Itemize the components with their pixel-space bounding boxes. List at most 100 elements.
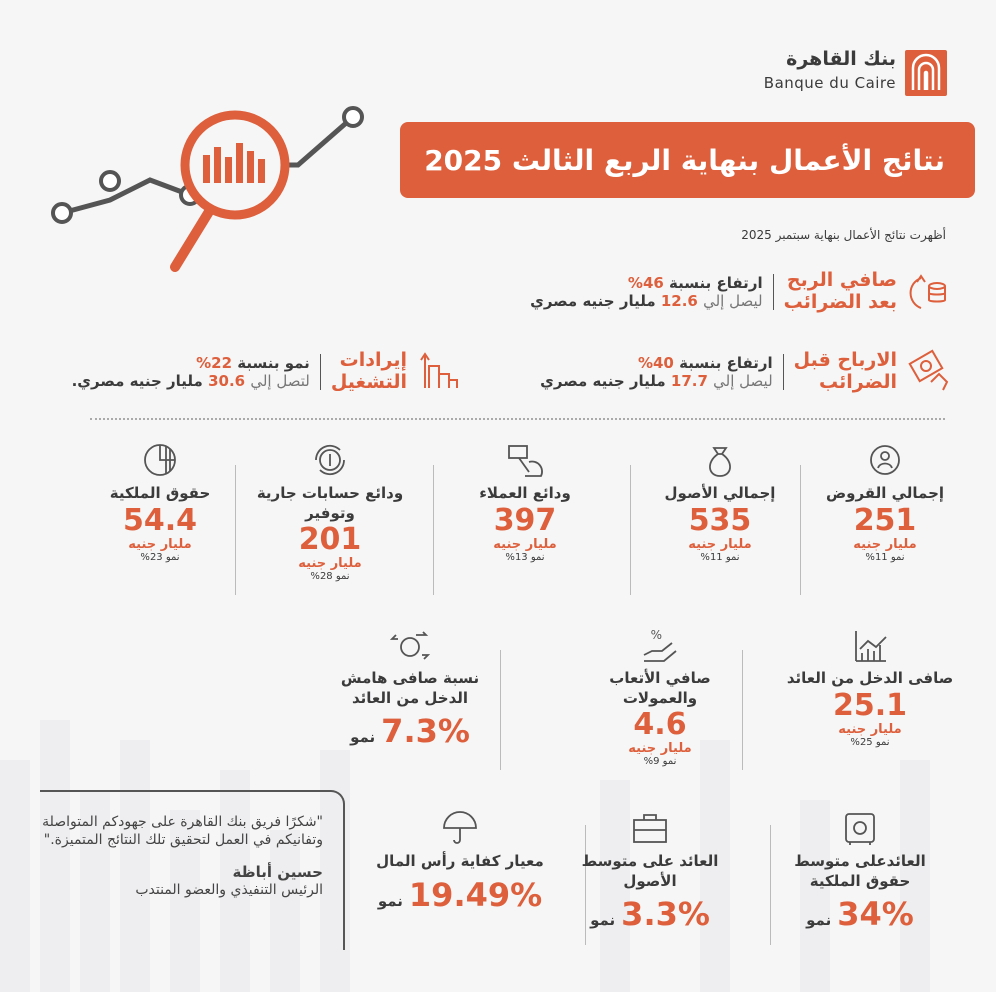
stat-growth: نمو 23% (140, 551, 180, 563)
page-title: نتائج الأعمال بنهاية الربع الثالث 2025 (400, 122, 975, 198)
stat-growth: نمو (377, 891, 403, 910)
umbrella-icon (440, 808, 480, 852)
stat-label: إجمالي الأصول (664, 484, 776, 502)
reach-text: لتصل إلي (250, 372, 310, 390)
stat-card: % صافي الأتعاب والعمولات 4.6 مليار جنيه نم… (570, 625, 750, 767)
divider (782, 354, 784, 390)
divider (319, 354, 321, 390)
background-bars-decoration (0, 720, 930, 992)
percent-hand-icon: % (640, 625, 680, 669)
stat-growth: نمو 11% (700, 551, 740, 563)
stat-label: صافي الأتعاب والعمولات (609, 669, 711, 707)
stat-growth: نمو 9% (643, 756, 677, 767)
bar-growth-icon (417, 348, 461, 396)
stat-value: 251 (853, 502, 917, 538)
stat-growth: نمو 13% (505, 551, 545, 563)
line-chart-icon (850, 625, 890, 669)
logo-english-text: Banque du Caire (763, 74, 896, 92)
column-divider (500, 650, 501, 770)
stat-unit: مليار جنيه (853, 536, 917, 552)
stat-label: نسبة صافى هامش الدخل من العائد (340, 669, 480, 707)
stat-unit: مليار جنيه (688, 536, 752, 552)
stat-label: ودائع العملاء (479, 484, 571, 502)
stat-card: ودائع العملاء 397 مليار جنيه نمو 13% (435, 440, 615, 563)
stat-card: صافى الدخل من العائد 25.1 مليار جنيه نمو 2… (780, 625, 960, 748)
column-divider (770, 825, 771, 945)
amount-unit: مليار جنيه مصري (530, 292, 656, 310)
stat-value: 397 (493, 502, 557, 538)
highlight-title: صافي الربح (786, 269, 897, 292)
highlight-title: التشغيل (330, 371, 407, 393)
stat-growth: نمو (590, 911, 616, 929)
growth-value: 46% (627, 274, 664, 292)
stat-value: 54.4 (122, 502, 198, 538)
coins-up-icon (907, 268, 951, 316)
reach-text: ليصل إلي (703, 292, 763, 310)
divider (772, 274, 774, 310)
highlight-title: الضرائب (819, 371, 897, 393)
stat-value: 25.1 (832, 687, 908, 723)
exchange-icon (389, 625, 431, 669)
highlight-title: بعد الضرائب (783, 291, 897, 313)
stat-unit: مليار جنيه (838, 721, 902, 737)
dotted-separator (90, 418, 945, 420)
quote-text: "شكرًا فريق بنك القاهرة على جهودكم المتو… (42, 814, 323, 848)
stat-label: ودائع حسابات جارية وتوفير (256, 484, 404, 522)
deposit-hand-icon (505, 440, 545, 484)
stat-value: 4.6 (633, 707, 687, 742)
stat-unit: مليار جنيه (128, 536, 192, 552)
growth-value: 40% (637, 354, 674, 372)
briefcase-icon (630, 808, 670, 852)
stat-card: إجمالي القروض 251 مليار جنيه نمو 11% (795, 440, 975, 563)
subtitle: أظهرت نتائج الأعمال بنهاية سبتمبر 2025 (741, 228, 946, 242)
column-divider (742, 650, 743, 770)
stat-value: 34% (837, 895, 914, 933)
money-bag-icon (700, 440, 740, 484)
stat-label: حقوق الملكية (109, 484, 211, 502)
loans-icon (865, 440, 905, 484)
column-divider (235, 465, 236, 595)
growth-prefix: ارتفاع بنسبة (679, 354, 773, 372)
logo-arabic-text: بنك القاهرة (786, 48, 896, 70)
highlight-title: الارباح قبل (793, 349, 897, 372)
stat-card: العائد على متوسط الأصول 3.3% نمو (560, 808, 740, 932)
bank-logo-icon (905, 50, 947, 96)
stat-value: 201 (298, 522, 362, 557)
stat-unit: مليار جنيه (493, 536, 557, 552)
stat-unit: مليار جنيه (628, 741, 692, 756)
growth-prefix: نمو بنسبة (237, 354, 310, 372)
highlight-net-profit: صافي الربح بعد الضرائب ارتفاع بنسبة 46% ل… (530, 268, 951, 316)
quote-author: حسين أباظة (232, 863, 323, 881)
amount-unit: مليار جنيه مصري. (71, 372, 203, 390)
amount-value: 12.6 (660, 292, 698, 310)
stat-value: 535 (688, 502, 752, 538)
column-divider (630, 465, 631, 595)
stat-card: حقوق الملكية 54.4 مليار جنيه نمو 23% (70, 440, 250, 563)
stat-unit: مليار جنيه (298, 556, 362, 571)
reach-text: ليصل إلي (713, 372, 773, 390)
money-hand-icon (907, 348, 951, 396)
highlight-operating-revenue: إيرادات التشغيل نمو بنسبة 22% لتصل إلي 30… (72, 348, 461, 396)
stat-card: ودائع حسابات جارية وتوفير 201 مليار جنيه ن… (240, 440, 420, 582)
magnifier-chart-illustration (51, 106, 364, 272)
stat-growth: نمو 28% (310, 571, 350, 582)
stat-growth: نمو (350, 728, 376, 746)
highlight-profit-before-tax: الارباح قبل الضرائب ارتفاع بنسبة 40% ليصل… (540, 348, 951, 396)
stat-growth: نمو 11% (865, 551, 905, 563)
quote-author-role: الرئيس التنفيذي والعضو المنتدب (135, 881, 323, 898)
column-divider (585, 825, 586, 945)
ceo-quote: "شكرًا فريق بنك القاهرة على جهودكم المتو… (40, 790, 345, 950)
stat-label: صافى الدخل من العائد (786, 669, 954, 687)
pie-chart-icon (140, 440, 180, 484)
stat-label: إجمالي القروض (825, 484, 945, 502)
stat-label: معيار كفاية رأس المال (376, 852, 544, 870)
stat-growth: نمو (806, 911, 832, 929)
stat-label: العائد على متوسط الأصول (581, 852, 719, 890)
stat-value: 3.3% (621, 895, 710, 933)
column-divider (800, 465, 801, 595)
stat-card: العائدعلى متوسط حقوق الملكية 34% نمو (770, 808, 950, 932)
svg-text:%: % (651, 628, 662, 642)
column-divider (433, 465, 434, 595)
safe-icon (840, 808, 880, 852)
highlight-title: إيرادات (339, 349, 407, 372)
